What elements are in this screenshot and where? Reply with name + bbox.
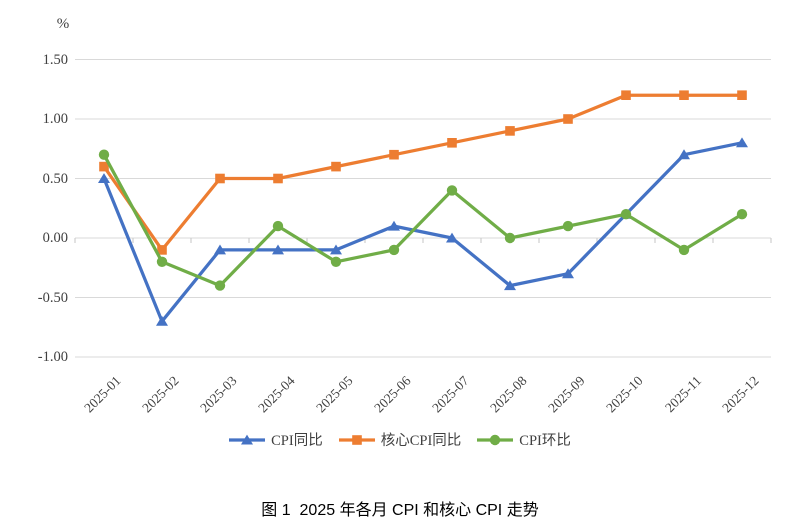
data-point-square <box>273 173 283 184</box>
legend-marker-shape <box>241 434 254 444</box>
legend-item-label: CPI环比 <box>519 433 571 449</box>
legend-marker-triangle-icon <box>229 434 266 444</box>
legend-marker-circle-icon <box>477 434 514 445</box>
data-point-circle <box>98 149 110 160</box>
data-point-triangle <box>504 280 516 291</box>
legend-item: CPI同比 <box>229 429 323 450</box>
data-point-circle <box>562 220 574 232</box>
data-point-triangle <box>156 315 168 326</box>
data-point-circle <box>388 244 400 256</box>
y-axis-tick-label: 0.00 <box>42 230 68 246</box>
data-point-square <box>737 90 747 100</box>
y-axis-tick-label: -0.50 <box>37 289 68 306</box>
legend-item: 核心CPI同比 <box>338 429 462 450</box>
y-axis-tick-label: 1.00 <box>42 111 68 127</box>
legend-item-label: CPI同比 <box>271 433 323 449</box>
data-point-circle <box>736 209 748 220</box>
data-point-triangle <box>736 137 748 148</box>
data-point-triangle <box>678 149 690 160</box>
data-point-triangle <box>272 244 284 255</box>
y-axis-unit-label: % <box>56 16 70 32</box>
y-axis-tick-label: 1.50 <box>42 51 68 68</box>
data-point-circle <box>446 185 458 196</box>
data-point-square <box>389 149 399 160</box>
data-point-square <box>447 138 457 148</box>
data-point-square <box>679 90 689 100</box>
data-point-circle <box>678 244 690 256</box>
series-line-triangle <box>102 141 744 323</box>
figure-caption: 图 1 2025 年各月 CPI 和核心 CPI 走势 <box>261 502 539 519</box>
data-point-square <box>215 173 225 184</box>
data-point-triangle <box>562 268 574 279</box>
data-point-triangle <box>446 232 458 243</box>
chart-legend: CPI同比 核心CPI同比 CPI环比 <box>0 429 800 450</box>
legend-item: CPI环比 <box>477 429 571 450</box>
data-point-square <box>563 114 573 124</box>
legend-marker-shape <box>490 434 501 445</box>
data-point-circle <box>214 280 226 291</box>
data-point-circle <box>272 220 284 232</box>
data-point-square <box>505 126 515 136</box>
data-point-circle <box>330 256 342 267</box>
data-point-triangle <box>330 244 342 255</box>
series-line-square <box>102 93 744 252</box>
data-point-triangle <box>388 220 400 231</box>
y-axis-tick-label: -1.00 <box>37 349 68 365</box>
legend-item-label: 核心CPI同比 <box>380 433 462 449</box>
data-point-square <box>621 90 631 100</box>
series-line-circle <box>102 153 744 288</box>
data-point-circle <box>504 232 516 244</box>
data-point-circle <box>156 256 168 267</box>
data-point-triangle <box>214 244 226 255</box>
legend-marker-shape <box>351 434 362 445</box>
data-point-square <box>99 161 109 172</box>
y-axis-tick-label: 0.50 <box>42 170 68 187</box>
legend-marker-square-icon <box>338 434 375 445</box>
data-point-square <box>331 161 341 172</box>
data-point-circle <box>620 209 632 220</box>
data-point-triangle <box>98 173 110 183</box>
line-chart <box>74 59 772 358</box>
data-point-square <box>157 245 167 255</box>
